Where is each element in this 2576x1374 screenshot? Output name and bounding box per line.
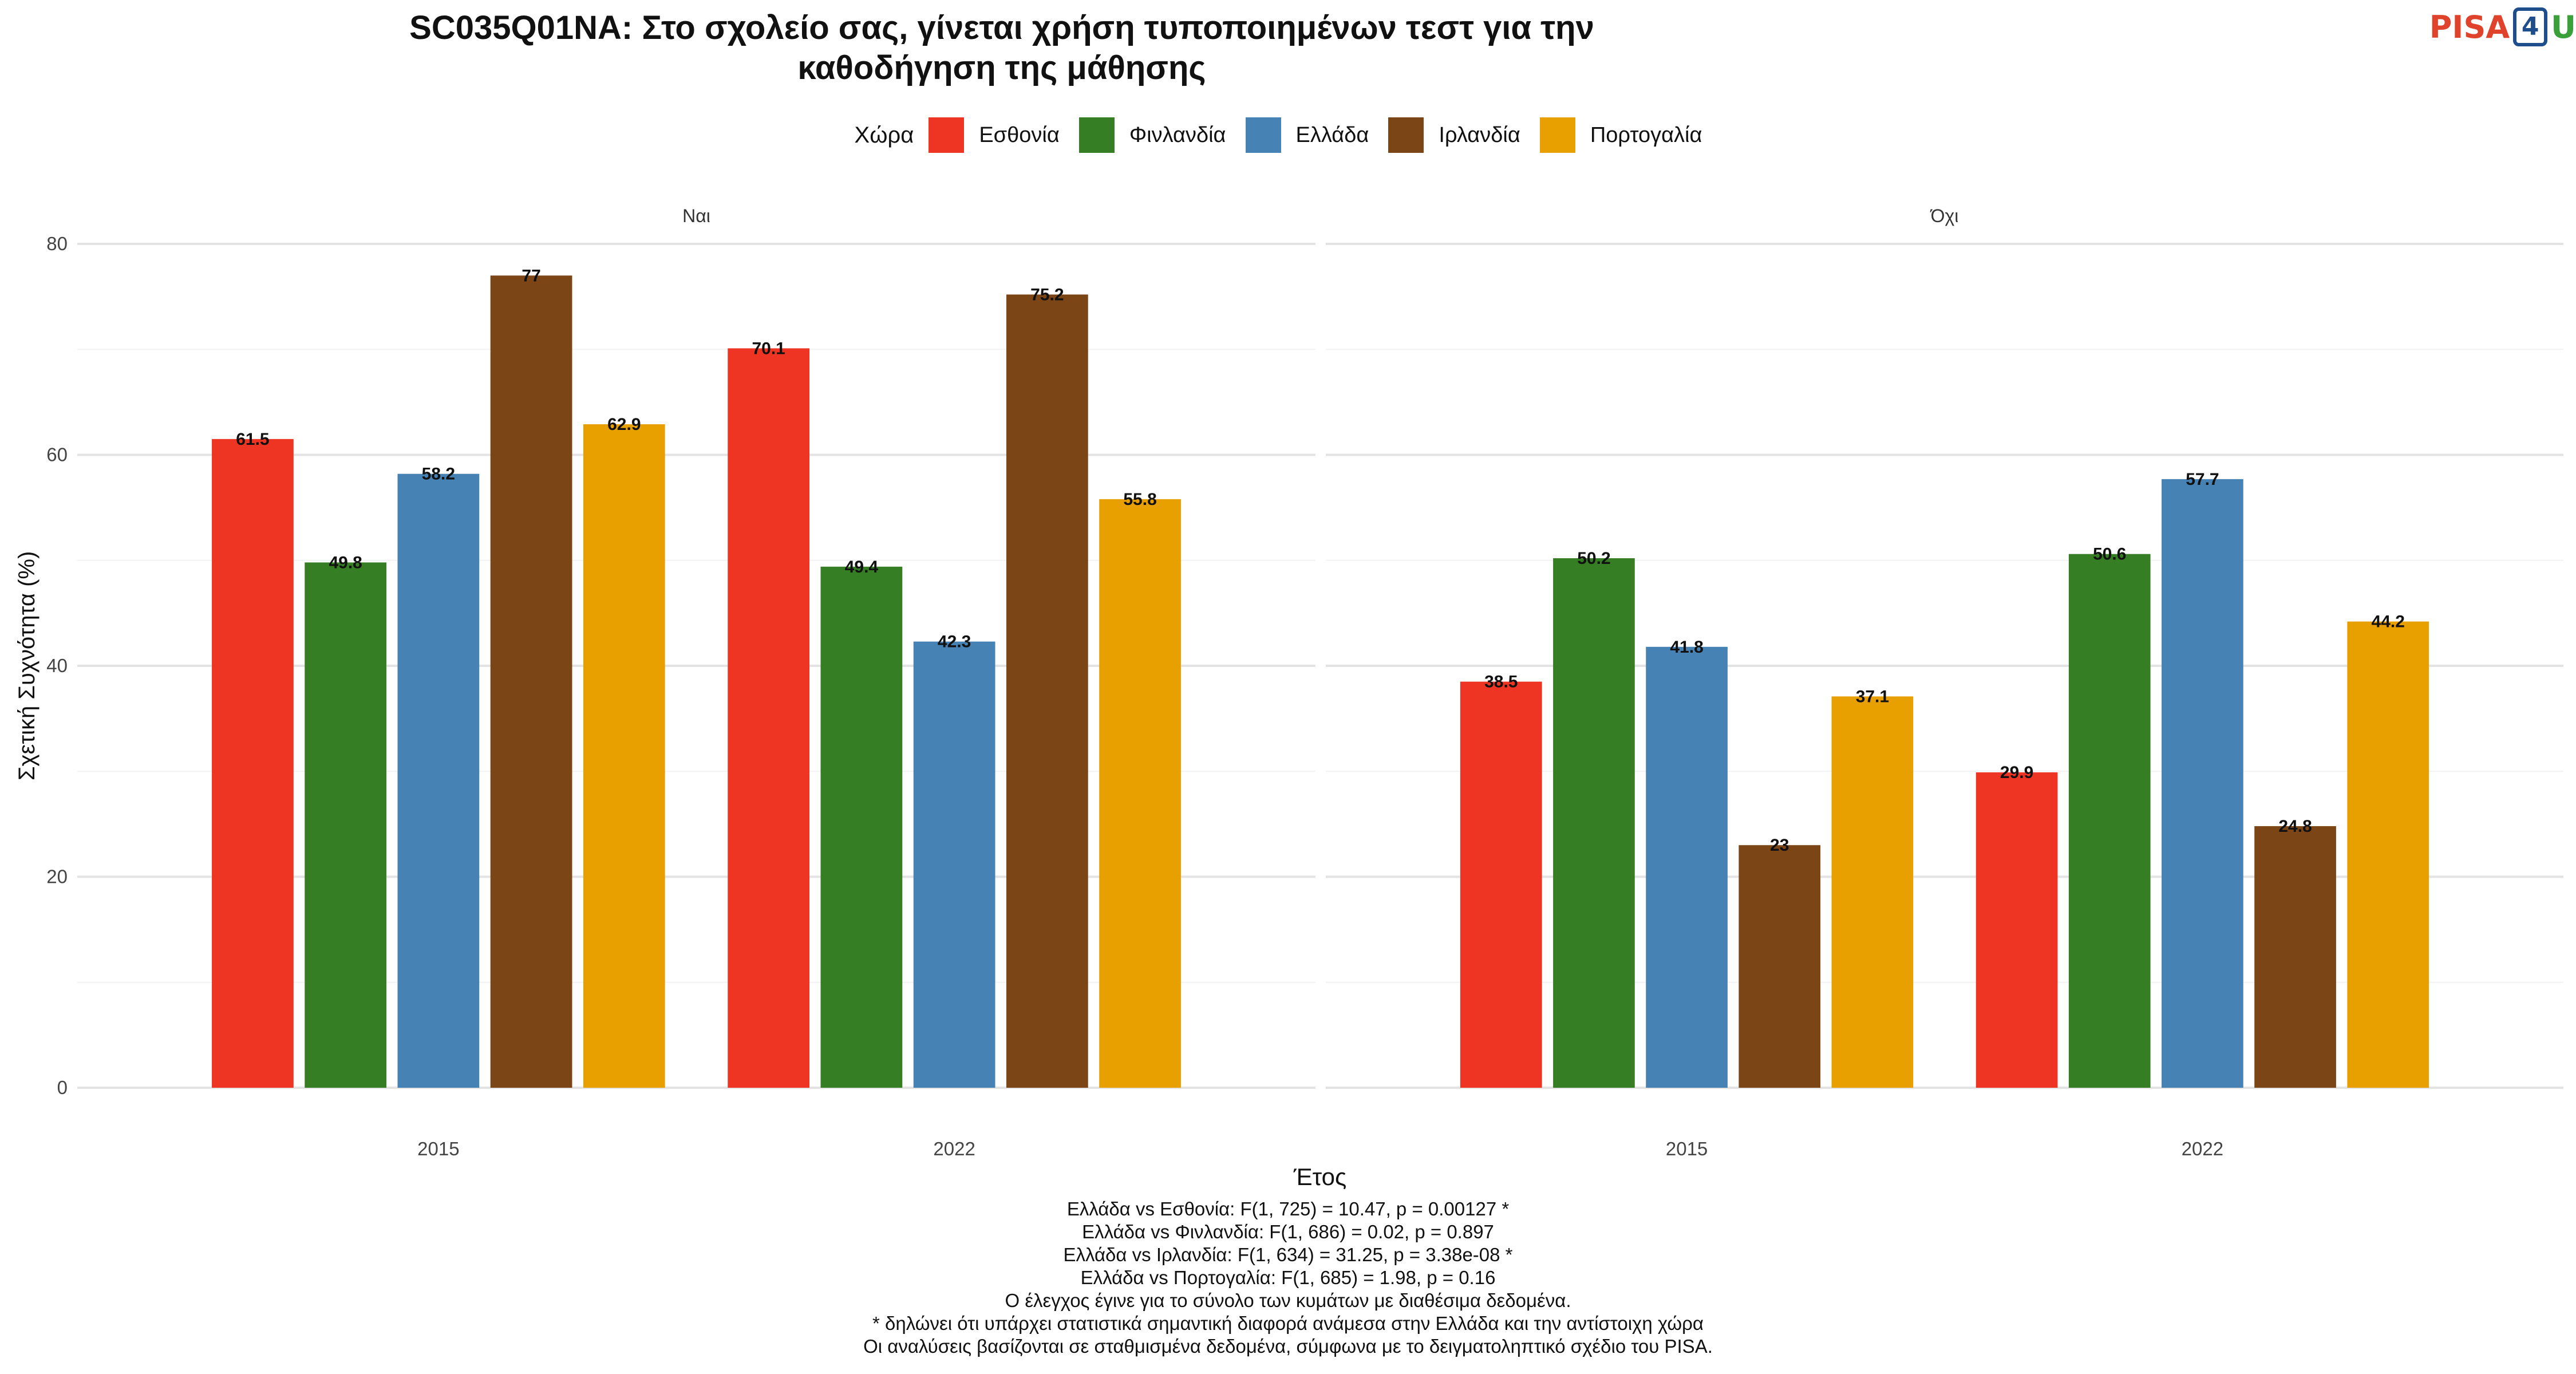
- x-axis-title: Έτος: [1293, 1163, 1347, 1190]
- footer-line-5: Ο έλεγχος έγινε για το σύνολο των κυμάτω…: [1005, 1290, 1571, 1311]
- legend-swatch-ireland: [1388, 117, 1424, 153]
- legend-label-greece: Ελλάδα: [1295, 123, 1369, 147]
- data-label-no-2015-finland: 50.2: [1577, 549, 1610, 568]
- footer-line-2: Ελλάδα vs Φινλανδία: F(1, 686) = 0.02, p…: [1082, 1221, 1494, 1242]
- y-tick-label-60: 60: [46, 444, 68, 465]
- legend-swatch-portugal: [1539, 117, 1575, 153]
- legend-item-ireland: Ιρλανδία: [1388, 117, 1520, 153]
- legend-swatch-estonia: [929, 117, 965, 153]
- data-label-yes-2022-estonia: 70.1: [752, 339, 785, 358]
- bar-no-2022-ireland: [2254, 826, 2336, 1088]
- logo-digit: 4: [2513, 7, 2548, 46]
- data-label-no-2022-finland: 50.6: [2093, 545, 2126, 564]
- pisa4u-logo: PISA 4 U: [2429, 7, 2576, 47]
- facet-label-yes: Ναι: [682, 206, 710, 226]
- data-label-yes-2015-finland: 49.8: [329, 553, 362, 572]
- footer-line-3: Ελλάδα vs Ιρλανδία: F(1, 634) = 31.25, p…: [1063, 1244, 1513, 1265]
- data-label-yes-2022-ireland: 75.2: [1030, 285, 1064, 304]
- data-label-no-2015-portugal: 37.1: [1856, 687, 1889, 706]
- data-label-no-2015-greece: 41.8: [1670, 638, 1703, 657]
- data-label-yes-2022-finland: 49.4: [845, 558, 879, 577]
- y-tick-label-80: 80: [46, 233, 68, 254]
- bar-yes-2015-estonia: [212, 439, 294, 1088]
- y-axis-title: Σχετική Συχνότητα (%): [14, 551, 39, 781]
- data-label-yes-2015-ireland: 77: [521, 266, 540, 285]
- chart-title-line-1: SC035Q01NA: Στο σχολείο σας, γίνεται χρή…: [409, 9, 1594, 46]
- chart-title-line-2: καθοδήγηση της μάθησης: [797, 49, 1206, 86]
- data-label-yes-2015-greece: 58.2: [422, 465, 455, 484]
- data-label-no-2022-ireland: 24.8: [2278, 817, 2312, 836]
- y-tick-label-0: 0: [57, 1077, 68, 1098]
- bar-no-2015-ireland: [1739, 845, 1821, 1088]
- data-label-no-2015-ireland: 23: [1770, 836, 1789, 855]
- footer-line-1: Ελλάδα vs Εσθονία: F(1, 725) = 10.47, p …: [1066, 1198, 1510, 1219]
- chart-title: SC035Q01NA: Στο σχολείο σας, γίνεται χρή…: [0, 8, 2004, 88]
- data-label-no-2022-portugal: 44.2: [2372, 613, 2405, 631]
- data-label-no-2015-estonia: 38.5: [1484, 673, 1518, 692]
- data-label-yes-2015-portugal: 62.9: [607, 415, 641, 434]
- bar-yes-2022-greece: [913, 641, 995, 1088]
- bar-no-2015-estonia: [1460, 681, 1542, 1088]
- bar-yes-2022-estonia: [728, 348, 810, 1088]
- legend-item-estonia: Εσθονία: [929, 117, 1060, 153]
- data-label-yes-2022-greece: 42.3: [938, 633, 971, 652]
- x-tick-label-yes-2015: 2015: [417, 1138, 459, 1159]
- footer-line-7: Οι αναλύσεις βασίζονται σε σταθμισμένα δ…: [863, 1336, 1713, 1357]
- bar-no-2022-greece: [2162, 479, 2243, 1088]
- legend-item-finland: Φινλανδία: [1078, 117, 1226, 153]
- legend-label-portugal: Πορτογαλία: [1590, 123, 1702, 147]
- x-tick-label-yes-2022: 2022: [933, 1138, 975, 1159]
- bar-no-2022-estonia: [1976, 772, 2058, 1088]
- bar-no-2015-finland: [1553, 558, 1635, 1088]
- bar-no-2022-finland: [2068, 554, 2151, 1088]
- legend-swatch-finland: [1078, 117, 1115, 153]
- legend-item-portugal: Πορτογαλία: [1539, 117, 1702, 153]
- x-tick-label-no-2022: 2022: [2182, 1138, 2223, 1159]
- chart-footer-notes: Ελλάδα vs Εσθονία: F(1, 725) = 10.47, p …: [0, 1198, 2576, 1358]
- logo-text-u: U: [2551, 9, 2576, 45]
- bar-no-2022-portugal: [2347, 621, 2429, 1088]
- legend-item-greece: Ελλάδα: [1245, 117, 1369, 153]
- bar-yes-2015-portugal: [583, 424, 665, 1088]
- legend-label-finland: Φινλανδία: [1129, 123, 1226, 147]
- legend-label-ireland: Ιρλανδία: [1439, 123, 1520, 147]
- footer-line-6: * δηλώνει ότι υπάρχει στατιστικά σημαντι…: [872, 1313, 1704, 1334]
- bar-no-2015-portugal: [1831, 696, 1914, 1088]
- data-label-no-2022-estonia: 29.9: [2000, 763, 2033, 782]
- legend-label-estonia: Εσθονία: [979, 123, 1060, 147]
- bar-yes-2015-finland: [305, 562, 387, 1088]
- bar-yes-2015-greece: [397, 473, 480, 1088]
- data-label-yes-2015-estonia: 61.5: [236, 430, 269, 449]
- y-tick-label-40: 40: [46, 655, 68, 676]
- bar-yes-2022-finland: [820, 566, 903, 1088]
- footer-line-4: Ελλάδα vs Πορτογαλία: F(1, 685) = 1.98, …: [1080, 1267, 1496, 1288]
- y-tick-label-20: 20: [46, 866, 68, 887]
- bar-no-2015-greece: [1646, 646, 1728, 1088]
- data-label-no-2022-greece: 57.7: [2186, 470, 2219, 489]
- bar-yes-2022-portugal: [1099, 499, 1181, 1088]
- legend-title: Χώρα: [854, 122, 914, 148]
- x-tick-label-no-2015: 2015: [1666, 1138, 1708, 1159]
- bar-yes-2015-ireland: [490, 275, 572, 1088]
- data-label-yes-2022-portugal: 55.8: [1123, 490, 1156, 509]
- bar-yes-2022-ireland: [1006, 294, 1088, 1088]
- logo-text-pisa: PISA: [2429, 9, 2510, 45]
- legend-swatch-greece: [1245, 117, 1281, 153]
- facet-label-no: Όχι: [1930, 206, 1959, 226]
- chart-legend: Χώρα Εσθονία Φινλανδία Ελλάδα Ιρλανδία Π…: [0, 112, 2576, 158]
